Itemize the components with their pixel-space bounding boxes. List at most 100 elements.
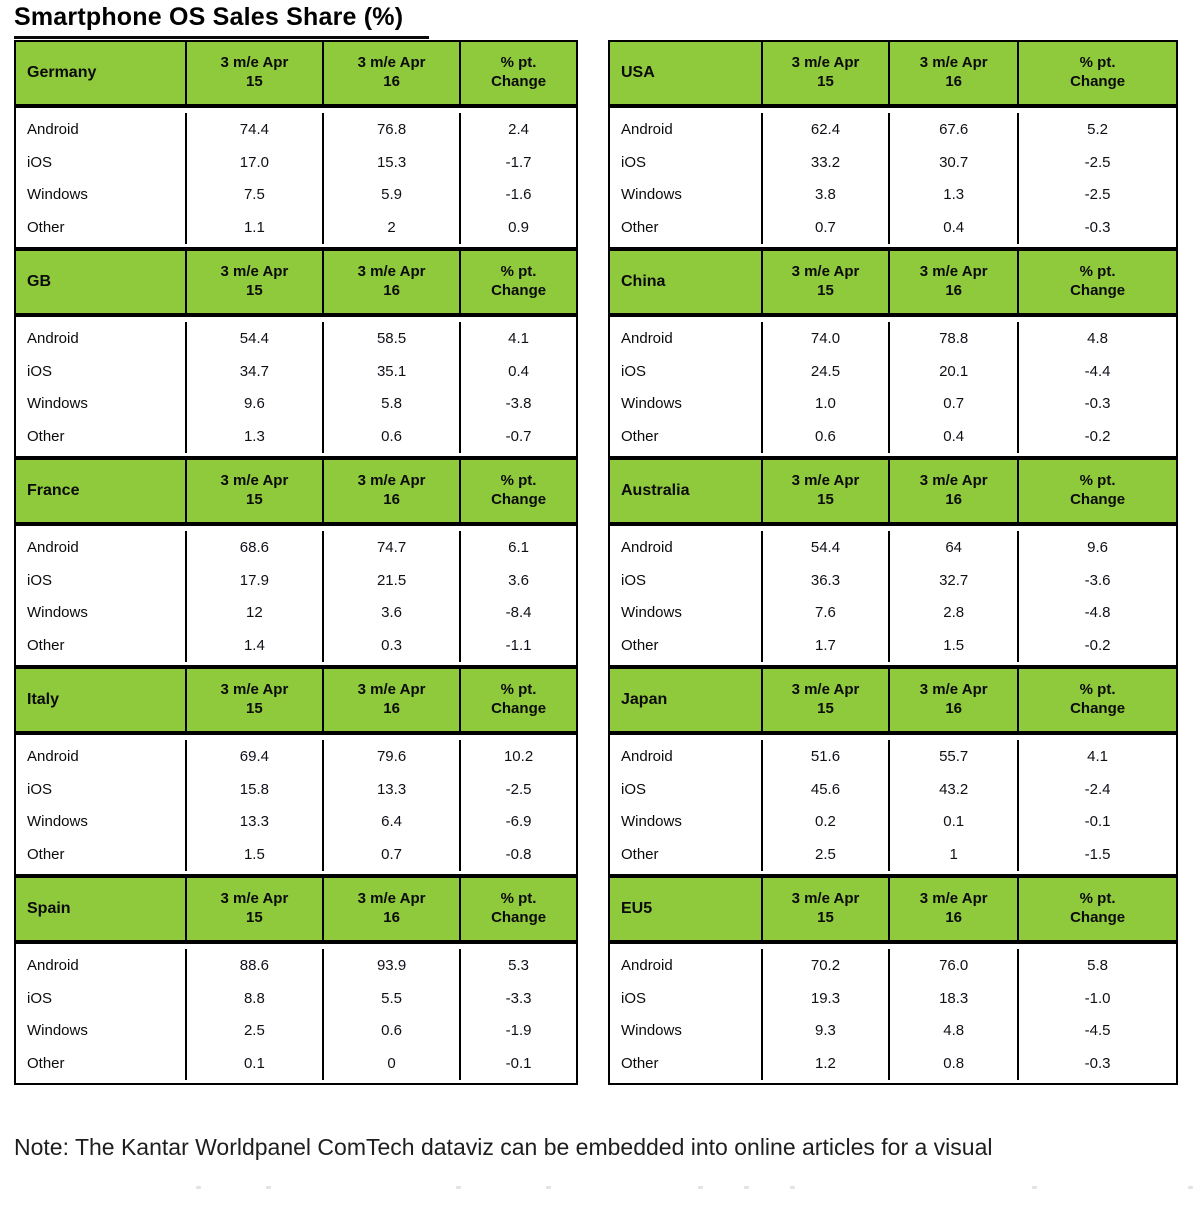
os-label-cell: Android (610, 740, 763, 773)
value-cell: -8.4 (505, 604, 532, 622)
value-cell: 7.6 (763, 596, 891, 630)
country-table-body: Android 70.2 76.0 5.8 iOS 19.3 18.3 -1.0 Windows… (608, 942, 1178, 1085)
change-header-cell: % pt. Change (1070, 472, 1126, 508)
os-label-cell: Other (610, 838, 763, 871)
value-cell: 4.1 (1087, 747, 1109, 765)
value-cell: 88.6 (187, 949, 324, 982)
value-cell: 5.5 (324, 981, 462, 1015)
value-cell: 78.8 (890, 322, 1020, 355)
period-header-cell: 3 m/e Apr 16 (890, 669, 1020, 731)
os-label-cell: Android (16, 113, 187, 146)
country-header-cell: EU5 (610, 878, 763, 940)
value-cell: 54.4 (763, 531, 891, 564)
change-header-cell: % pt. Change (1070, 54, 1126, 90)
os-label-cell: Windows (610, 178, 763, 212)
value-cell: 35.1 (324, 354, 462, 388)
value-cell: 4.8 (1087, 329, 1109, 347)
value-cell: -0.2 (1084, 637, 1111, 655)
os-label-cell: Android (16, 949, 187, 982)
value-cell: 6.4 (324, 805, 462, 839)
country-table-germany: Germany 3 m/e Apr 15 3 m/e Apr 16 % pt. Chang… (14, 40, 578, 249)
value-cell: -1.6 (505, 186, 532, 204)
value-cell: 34.7 (187, 354, 324, 388)
os-label-cell: iOS (610, 145, 763, 179)
value-cell: 0.1 (890, 805, 1020, 839)
value-cell: 70.2 (763, 949, 891, 982)
period-header-cell: 3 m/e Apr 15 (763, 42, 891, 104)
country-header-cell: Spain (16, 878, 187, 940)
value-cell: 0.7 (763, 211, 891, 244)
country-table-usa: USA 3 m/e Apr 15 3 m/e Apr 16 % pt. Change An… (608, 40, 1178, 249)
value-cell: 93.9 (324, 949, 462, 982)
value-cell: -1.0 (1084, 989, 1111, 1007)
value-cell: -1.5 (1084, 846, 1111, 864)
country-header-cell: USA (610, 42, 763, 104)
os-label-cell: Android (610, 949, 763, 982)
value-cell: 30.7 (890, 145, 1020, 179)
os-label-cell: Windows (16, 596, 187, 630)
value-cell: 58.5 (324, 322, 462, 355)
value-cell: -4.5 (1084, 1022, 1111, 1040)
value-cell: -0.3 (1084, 219, 1111, 237)
country-table-australia: Australia 3 m/e Apr 15 3 m/e Apr 16 % pt. Cha… (608, 458, 1178, 667)
change-header-cell: % pt. Change (491, 472, 547, 508)
value-cell: -4.8 (1084, 604, 1111, 622)
country-table-header-row: Japan 3 m/e Apr 15 3 m/e Apr 16 % pt. Change (608, 667, 1178, 733)
value-cell: 9.6 (187, 387, 324, 421)
value-cell: -2.5 (505, 780, 532, 798)
change-header-cell: % pt. Change (1070, 263, 1126, 299)
os-label-cell: Windows (610, 805, 763, 839)
value-cell: 2.5 (763, 838, 891, 871)
country-table-header-row: Italy 3 m/e Apr 15 3 m/e Apr 16 % pt. Change (14, 667, 578, 733)
period-header-cell: 3 m/e Apr 15 (187, 42, 324, 104)
value-cell: 20.1 (890, 354, 1020, 388)
value-cell: 0.4 (890, 420, 1020, 453)
value-cell: -2.5 (1084, 153, 1111, 171)
value-cell: 9.3 (763, 1014, 891, 1048)
value-cell: 10.2 (503, 747, 534, 765)
change-header-cell: % pt. Change (1070, 681, 1126, 717)
value-cell: 36.3 (763, 563, 891, 597)
value-cell: -0.8 (505, 846, 532, 864)
value-cell: 3.6 (508, 571, 529, 589)
value-cell: 8.8 (187, 981, 324, 1015)
value-cell: -1.9 (505, 1022, 532, 1040)
value-cell: 2.8 (890, 596, 1020, 630)
country-header-cell: Japan (610, 669, 763, 731)
country-header-cell: China (610, 251, 763, 313)
value-cell: 0.7 (890, 387, 1020, 421)
value-cell: 3.8 (763, 178, 891, 212)
country-header-cell: GB (16, 251, 187, 313)
value-cell: 0.1 (187, 1047, 324, 1080)
value-cell: 0 (324, 1047, 462, 1080)
value-cell: 15.3 (324, 145, 462, 179)
country-table-france: France 3 m/e Apr 15 3 m/e Apr 16 % pt. Change… (14, 458, 578, 667)
value-cell: 32.7 (890, 563, 1020, 597)
value-cell: 1.2 (763, 1047, 891, 1080)
value-cell: 5.9 (324, 178, 462, 212)
value-cell: 64 (890, 531, 1020, 564)
period-header-cell: 3 m/e Apr 15 (763, 669, 891, 731)
country-table-china: China 3 m/e Apr 15 3 m/e Apr 16% pt. Change … (608, 249, 1178, 458)
value-cell: 1.5 (187, 838, 324, 871)
os-label-cell: iOS (16, 354, 187, 388)
country-header-cell: Australia (610, 460, 763, 522)
value-cell: 0.6 (324, 420, 462, 453)
value-cell: 68.6 (187, 531, 324, 564)
country-table-header-row: China 3 m/e Apr 15 3 m/e Apr 16 % pt. Change (608, 249, 1178, 315)
value-cell: 12 (187, 596, 324, 630)
table-column-right: USA 3 m/e Apr 15 3 m/e Apr 16% pt. Change An… (608, 40, 1178, 1085)
period-header-cell: 3 m/e Apr 15 (763, 878, 891, 940)
value-cell: 1.7 (763, 629, 891, 662)
os-label-cell: Windows (610, 596, 763, 630)
value-cell: -1.7 (505, 153, 532, 171)
country-table-header-row: USA 3 m/e Apr 15 3 m/e Apr 16 % pt. Change (608, 40, 1178, 106)
period-header-cell: 3 m/e Apr 16 (890, 251, 1020, 313)
value-cell: 1.0 (763, 387, 891, 421)
value-cell: 5.8 (324, 387, 462, 421)
value-cell: 2 (324, 211, 462, 244)
value-cell: -0.7 (505, 428, 532, 446)
os-label-cell: Android (610, 531, 763, 564)
country-table-body: Android 62.4 67.6 5.2 iOS 33.2 30.7 -2.5 Windows… (608, 106, 1178, 249)
